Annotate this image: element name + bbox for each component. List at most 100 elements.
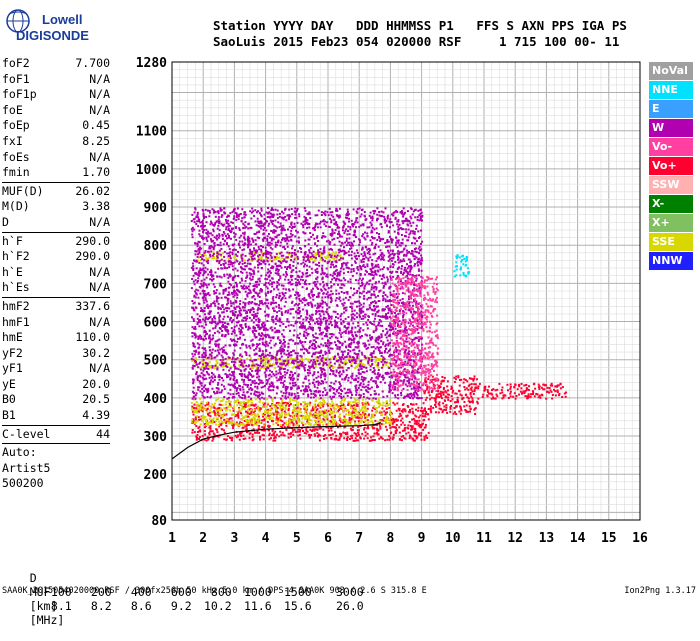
trace-point: [333, 408, 335, 410]
trace-point: [249, 355, 251, 357]
trace-point: [275, 413, 277, 415]
trace-point: [354, 331, 356, 333]
trace-point: [299, 438, 301, 440]
trace-point: [409, 421, 411, 423]
trace-point: [389, 410, 391, 412]
trace-point: [359, 410, 361, 412]
trace-point: [416, 240, 418, 242]
trace-point: [236, 411, 238, 413]
trace-point: [549, 387, 551, 389]
trace-point: [362, 371, 364, 373]
trace-point: [311, 272, 313, 274]
trace-point: [402, 222, 404, 224]
trace-point: [293, 408, 295, 410]
trace-point: [325, 257, 327, 259]
trace-point: [350, 407, 352, 409]
trace-point: [510, 386, 512, 388]
trace-point: [241, 249, 243, 251]
trace-point: [269, 405, 271, 407]
trace-point: [204, 272, 206, 274]
trace-point: [237, 436, 239, 438]
trace-point: [230, 257, 232, 259]
trace-point: [304, 240, 306, 242]
trace-point: [313, 238, 315, 240]
trace-point: [411, 388, 413, 390]
trace-point: [213, 421, 215, 423]
trace-point: [207, 413, 209, 415]
trace-point: [414, 423, 416, 425]
trace-point: [440, 408, 442, 410]
y-tick-label: 700: [144, 277, 168, 292]
trace-point: [241, 397, 243, 399]
trace-point: [251, 421, 253, 423]
trace-point: [359, 437, 361, 439]
trace-point: [402, 422, 404, 424]
trace-point: [375, 281, 377, 283]
trace-point: [355, 387, 357, 389]
trace-point: [358, 282, 360, 284]
trace-point: [257, 408, 259, 410]
trace-point: [209, 397, 211, 399]
trace-point: [353, 288, 355, 290]
trace-point: [241, 241, 243, 243]
trace-point: [347, 262, 349, 264]
trace-point: [231, 321, 233, 323]
trace-point: [334, 431, 336, 433]
trace-point: [232, 425, 234, 427]
trace-point: [236, 379, 238, 381]
trace-point: [333, 389, 335, 391]
trace-point: [518, 394, 520, 396]
trace-point: [308, 243, 310, 245]
trace-point: [261, 387, 263, 389]
trace-point: [251, 370, 253, 372]
trace-point: [362, 399, 364, 401]
x-tick-label: 5: [293, 531, 301, 546]
trace-point: [367, 391, 369, 393]
trace-point: [261, 419, 263, 421]
trace-point: [263, 398, 265, 400]
trace-point: [311, 347, 313, 349]
trace-point: [534, 395, 536, 397]
trace-point: [321, 421, 323, 423]
trace-point: [255, 414, 257, 416]
trace-point: [383, 291, 385, 293]
trace-point: [496, 395, 498, 397]
trace-point: [445, 396, 447, 398]
trace-point: [260, 358, 262, 360]
trace-point: [510, 391, 512, 393]
trace-point: [272, 389, 274, 391]
trace-point: [561, 396, 563, 398]
trace-point: [318, 382, 320, 384]
trace-point: [323, 438, 325, 440]
trace-point: [206, 277, 208, 279]
trace-point: [308, 386, 310, 388]
trace-point: [247, 386, 249, 388]
trace-point: [322, 345, 324, 347]
trace-point: [310, 360, 312, 362]
trace-point: [382, 343, 384, 345]
trace-point: [542, 388, 544, 390]
trace-point: [305, 376, 307, 378]
trace-point: [269, 370, 271, 372]
trace-point: [223, 413, 225, 415]
trace-point: [279, 292, 281, 294]
trace-point: [302, 224, 304, 226]
trace-point: [421, 241, 423, 243]
trace-point: [475, 386, 477, 388]
trace-point: [294, 330, 296, 332]
trace-point: [527, 395, 529, 397]
trace-point: [402, 435, 404, 437]
trace-point: [268, 395, 270, 397]
trace-point: [239, 424, 241, 426]
trace-point: [229, 417, 231, 419]
trace-point: [411, 419, 413, 421]
trace-point: [261, 360, 263, 362]
trace-point: [206, 411, 208, 413]
trace-point: [267, 360, 269, 362]
trace-point: [287, 387, 289, 389]
trace-point: [438, 393, 440, 395]
trace-point: [306, 413, 308, 415]
trace-point: [308, 379, 310, 381]
trace-point: [247, 384, 249, 386]
trace-point: [363, 396, 365, 398]
